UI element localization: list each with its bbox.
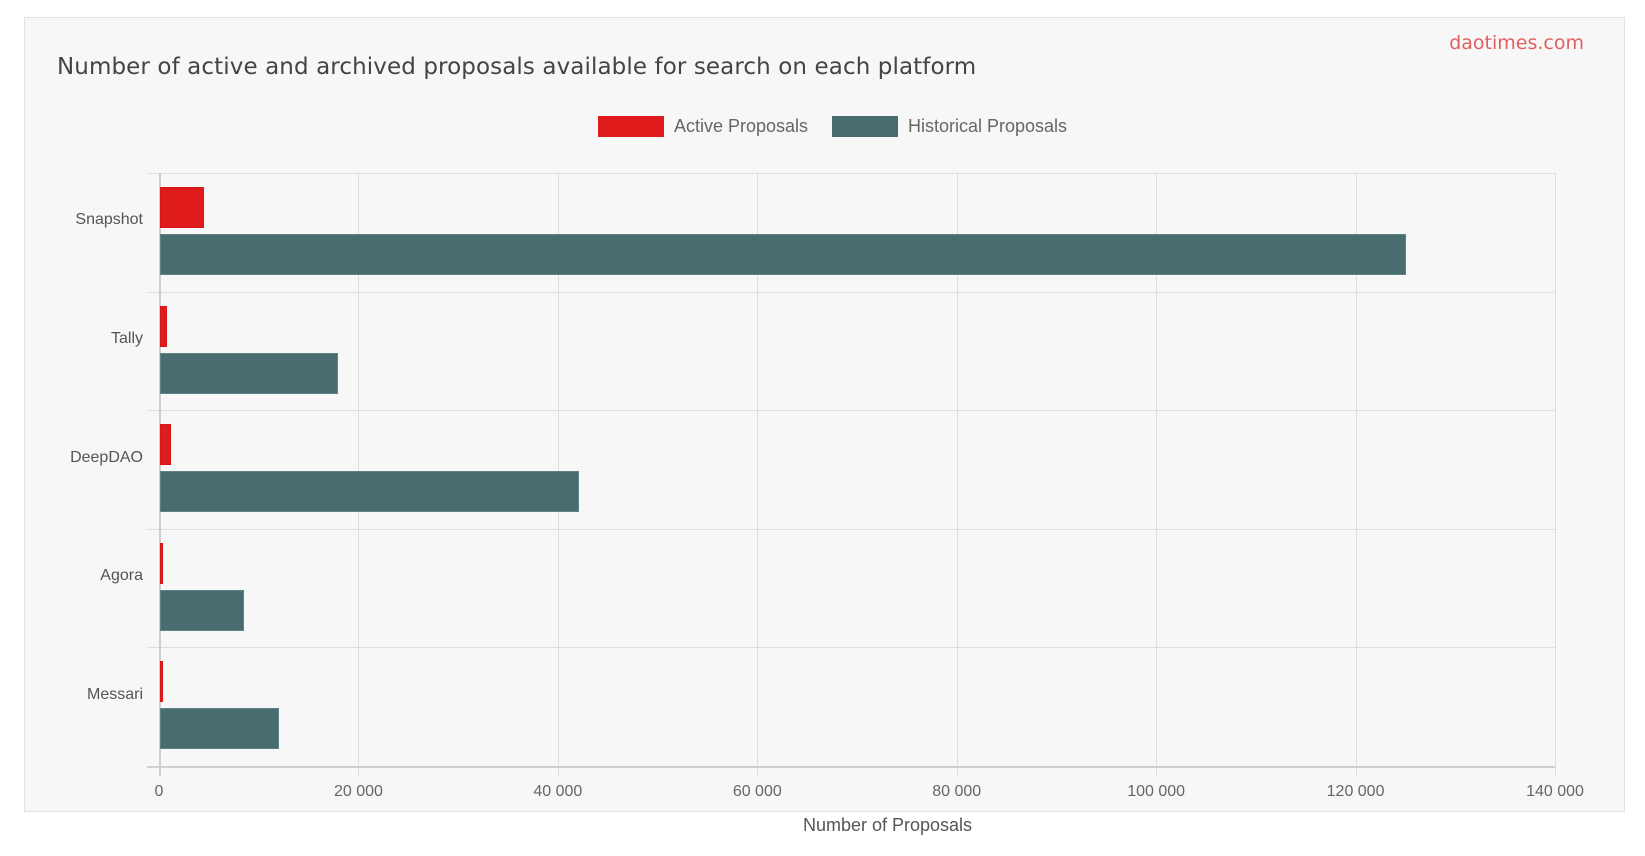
chart-legend: Active Proposals Historical Proposals: [0, 116, 1645, 137]
bar-historical-snapshot[interactable]: [160, 234, 1407, 275]
grid-line-vertical: [757, 173, 759, 776]
bar-active-tally[interactable]: [160, 305, 168, 347]
bar-historical-tally[interactable]: [160, 352, 339, 394]
x-axis-title: Number of Proposals: [802, 815, 973, 835]
legend-label-historical: Historical Proposals: [908, 116, 1068, 136]
y-category-label: Tally: [110, 329, 143, 347]
x-tick-label: 100 000: [1127, 783, 1186, 800]
y-category-label: Snapshot: [75, 211, 143, 229]
legend-swatch-historical-icon: [832, 116, 898, 137]
x-tick-label: 120 000: [1326, 783, 1385, 800]
bar-historical-agora[interactable]: [160, 589, 244, 631]
brand-watermark: daotimes.com: [1449, 32, 1584, 54]
grid-line-vertical: [956, 173, 958, 776]
grid-line-horizontal: [147, 291, 1555, 293]
x-axis-line: [147, 766, 1555, 768]
bar-historical-messari[interactable]: [160, 708, 279, 750]
chart-title: Number of active and archived proposals …: [57, 54, 977, 80]
y-category-label: DeepDAO: [70, 448, 143, 466]
bar-historical-deepdao[interactable]: [160, 471, 579, 513]
bar-active-deepdao[interactable]: [160, 424, 171, 466]
y-category-label: Messari: [86, 685, 143, 703]
grid-line-vertical: [1156, 173, 1158, 776]
grid-line-horizontal: [147, 410, 1555, 412]
x-tick-label: 20 000: [333, 783, 383, 800]
grid-line-horizontal: [147, 528, 1555, 530]
bar-active-snapshot[interactable]: [160, 187, 204, 228]
bar-active-messari[interactable]: [160, 661, 163, 703]
y-category-label: Agora: [100, 567, 143, 585]
grid-line-horizontal: [147, 173, 1555, 174]
legend-item-historical[interactable]: Historical Proposals: [832, 116, 1067, 137]
plot-area: 0 20 000 40 000 60 000 80 000 100 000 120 000 1…: [70, 173, 1584, 800]
legend-label-active: Active Proposals: [673, 116, 808, 136]
grid-line-vertical: [1555, 173, 1556, 776]
bar-active-agora[interactable]: [160, 542, 164, 584]
x-tick-label: 140 000: [1526, 783, 1584, 800]
grid-line-horizontal: [147, 647, 1555, 649]
x-tick-label: 0: [154, 783, 164, 800]
legend-item-active[interactable]: Active Proposals: [597, 116, 808, 137]
chart-card: Number of active and archived proposals …: [24, 17, 1625, 812]
grid-line-vertical: [1355, 173, 1357, 776]
x-tick-label: 80 000: [932, 783, 982, 800]
x-tick-label: 40 000: [533, 783, 583, 800]
x-tick-label: 60 000: [732, 783, 782, 800]
legend-swatch-active-icon: [597, 116, 664, 137]
